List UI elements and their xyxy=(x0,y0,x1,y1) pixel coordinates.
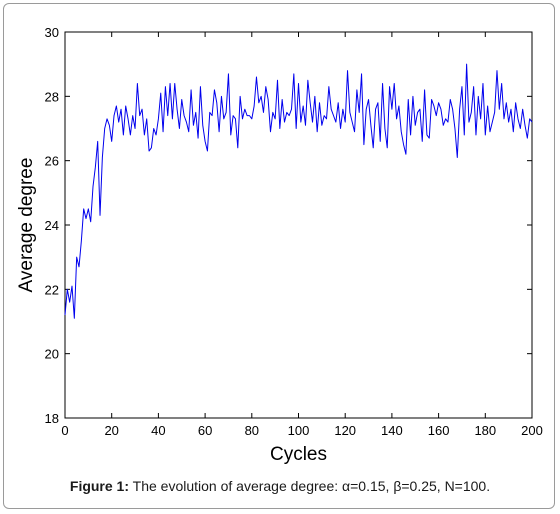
x-tick-label: 0 xyxy=(61,423,68,438)
caption-text: The evolution of average degree: α=0.15,… xyxy=(132,478,491,494)
x-tick-label: 160 xyxy=(428,423,450,438)
y-axis-label: Average degree xyxy=(16,158,37,293)
x-tick-label: 180 xyxy=(474,423,496,438)
y-tick-label: 22 xyxy=(45,282,59,297)
y-tick-label: 26 xyxy=(45,154,59,169)
y-tick-label: 20 xyxy=(45,347,59,362)
x-tick-label: 80 xyxy=(245,423,259,438)
x-tick-label: 20 xyxy=(104,423,118,438)
x-tick-label: 40 xyxy=(151,423,165,438)
series-line-0 xyxy=(64,63,533,319)
x-axis-label: Cycles xyxy=(270,444,327,465)
x-tick-label: 140 xyxy=(381,423,403,438)
y-tick-label: 30 xyxy=(45,25,59,40)
caption-label: Figure 1: xyxy=(69,478,130,494)
line-chart: 0 20 40 60 80 100 120 140 160 180 200 18 20 22 24 26 28 3… xyxy=(16,25,543,465)
y-tick-label: 24 xyxy=(45,218,59,233)
x-tick-label: 100 xyxy=(288,423,310,438)
x-tick-label: 200 xyxy=(521,423,543,438)
x-tick-label: 120 xyxy=(334,423,356,438)
x-tick-label: 60 xyxy=(198,423,212,438)
plot-area xyxy=(64,31,533,419)
y-tick-label: 18 xyxy=(45,411,59,426)
y-tick-label: 28 xyxy=(45,89,59,104)
figure-caption: Figure 1: The evolution of average degre… xyxy=(0,478,560,494)
